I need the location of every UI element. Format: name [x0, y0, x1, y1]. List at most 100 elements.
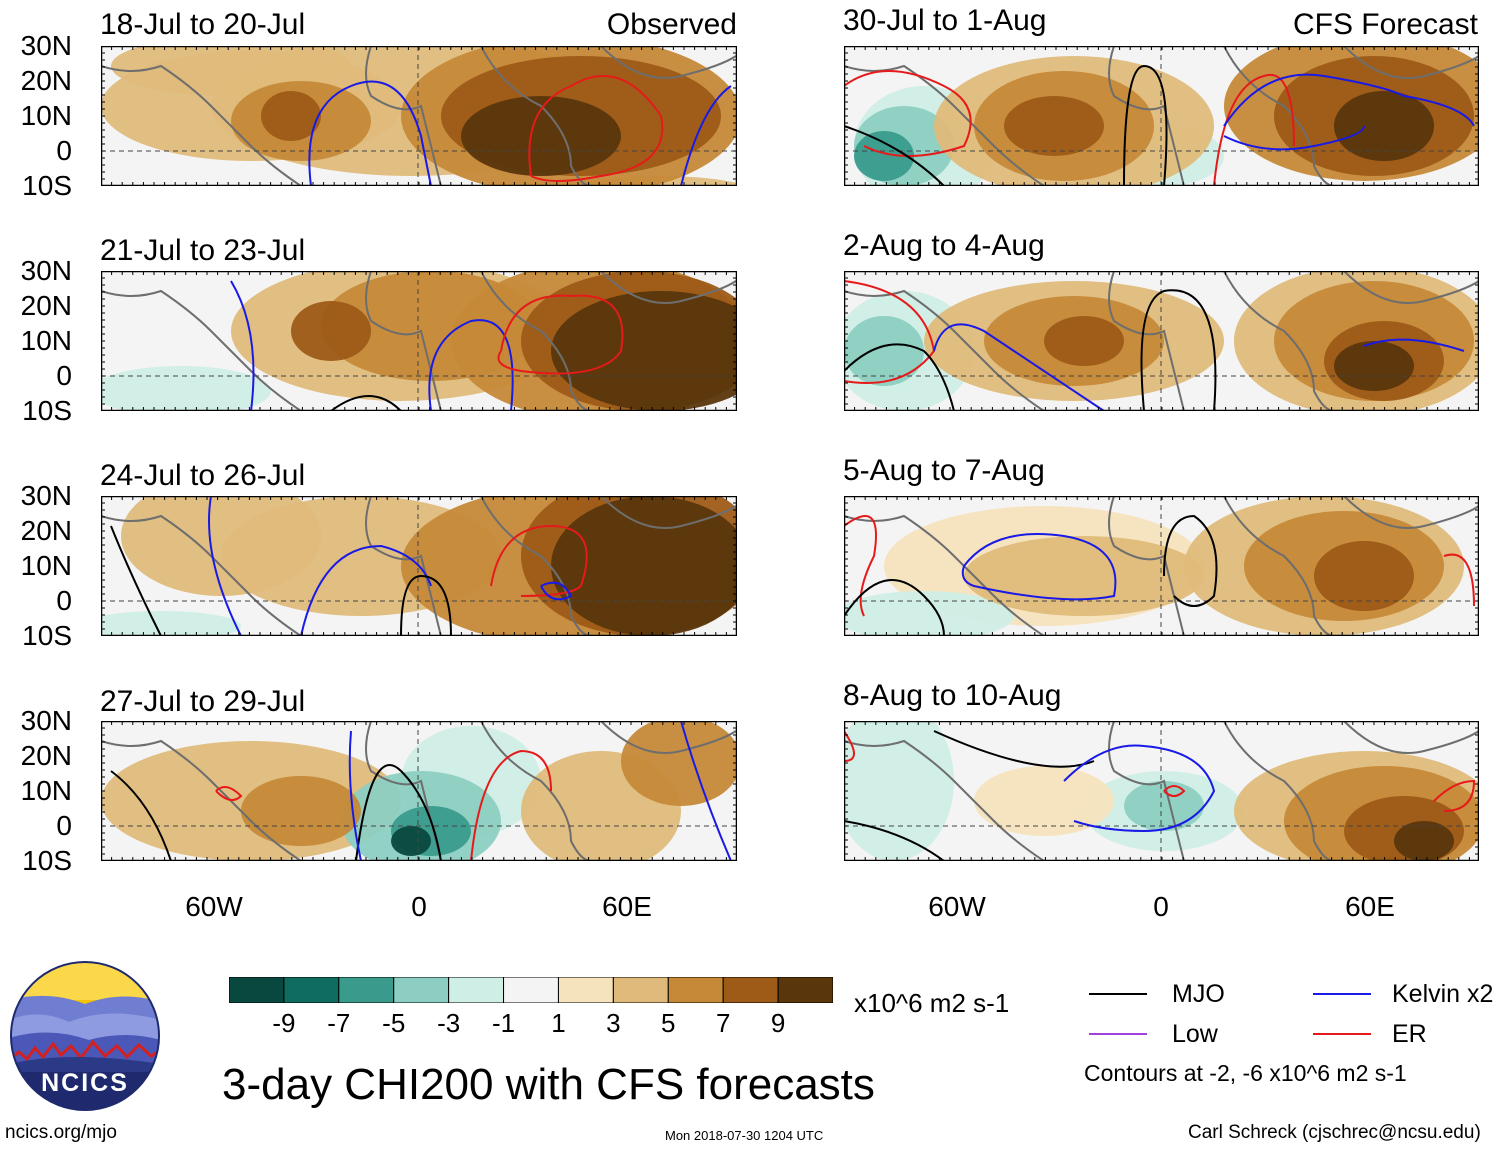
lon-label-0: 0: [411, 891, 427, 922]
coastline: [480, 496, 592, 636]
coastline: [365, 46, 442, 186]
coastline: [1343, 46, 1479, 79]
coastline: [600, 721, 737, 754]
lat-label-10s: 10S: [22, 620, 72, 651]
contour-mjo: [844, 820, 945, 861]
legend-label-low: Low: [1172, 1020, 1218, 1048]
lon-label-60e: 60E: [1345, 891, 1395, 922]
lat-label-0: 0: [56, 585, 72, 616]
coastline: [480, 721, 592, 861]
coastline: [1343, 496, 1479, 529]
colorbar-units: x10^6 m2 s-1: [854, 988, 1010, 1018]
coastline: [1108, 496, 1185, 636]
anomaly-shading: [1314, 541, 1414, 611]
lat-label-10s: 10S: [22, 395, 72, 426]
coastline: [1223, 721, 1335, 861]
lat-label-30n: 30N: [20, 705, 72, 736]
footer-author: Carl Schreck (cjschrec@ncsu.edu): [1188, 1122, 1481, 1143]
panel-title: 21-Jul to 23-Jul: [100, 234, 306, 267]
contour-er: [844, 515, 877, 617]
legend-label-mjo: MJO: [1172, 980, 1225, 1008]
anomaly-shading: [101, 366, 271, 411]
anomaly-shading: [1004, 96, 1104, 156]
map-panel-2aug: [844, 271, 1479, 411]
contour-kelvin: [1223, 73, 1475, 127]
coastline: [480, 271, 592, 411]
colorbar-bin: [229, 977, 285, 1003]
lat-label-30n: 30N: [20, 30, 72, 61]
contour-er: [1443, 553, 1475, 607]
lat-label-20n: 20N: [20, 65, 72, 96]
contour-mjo: [110, 770, 172, 861]
lat-label-30n: 30N: [20, 255, 72, 286]
colorbar-bin: [448, 977, 505, 1003]
coastline: [1343, 271, 1479, 304]
colorbar-tick-label: 7: [715, 1008, 731, 1038]
anomaly-shading: [101, 611, 241, 636]
lat-label-0: 0: [56, 135, 72, 166]
contour-er: [1213, 73, 1295, 186]
colorbar-bin: [612, 977, 669, 1003]
contour-kelvin: [680, 721, 732, 861]
panel-title: 24-Jul to 26-Jul: [100, 459, 306, 492]
footer-site-link[interactable]: ncics.org/mjo: [5, 1122, 117, 1143]
coastline: [365, 271, 442, 411]
lat-label-10s: 10S: [22, 170, 72, 201]
contour-kelvin: [1363, 338, 1465, 352]
lat-label-10n: 10N: [20, 775, 72, 806]
colorbar-bin: [393, 977, 450, 1003]
lat-label-0: 0: [56, 360, 72, 391]
coastline: [600, 46, 737, 79]
lat-label-20n: 20N: [20, 740, 72, 771]
contour-kelvin: [1063, 744, 1216, 833]
contour-mjo: [400, 574, 452, 636]
coastline: [844, 289, 1045, 411]
contour-mjo: [1163, 514, 1218, 607]
map-panel-18jul: [101, 46, 737, 186]
coastline: [101, 739, 302, 861]
contour-er: [470, 749, 552, 861]
colorbar-tick-label: 1: [551, 1008, 566, 1038]
legend-contour-note: Contours at -2, -6 x10^6 m2 s-1: [1084, 1060, 1407, 1086]
contour-kelvin: [300, 544, 432, 636]
colorbar-tick-label: 9: [770, 1008, 786, 1038]
contour-mjo: [355, 764, 442, 861]
coastline: [1223, 496, 1335, 636]
coastline: [365, 496, 442, 636]
colorbar-bin: [667, 977, 724, 1003]
lon-label-60w: 60W: [185, 891, 243, 922]
contour-kelvin: [308, 80, 432, 186]
anomaly-shading: [551, 291, 737, 411]
anomaly-shading: [241, 776, 361, 846]
contour-mjo: [330, 395, 402, 411]
anomaly-shading: [1334, 91, 1434, 161]
main-title: 3-day CHI200 with CFS forecasts: [222, 1060, 875, 1109]
contour-er: [215, 786, 243, 801]
colorbar-tick-label: -9: [272, 1008, 296, 1038]
lon-label-60w: 60W: [928, 891, 986, 922]
anomaly-shading: [621, 721, 737, 806]
coastline: [1223, 46, 1335, 186]
lon-label-60e: 60E: [602, 891, 652, 922]
contour-er: [528, 75, 664, 182]
map-panel-21jul: [101, 271, 737, 411]
anomaly-shading: [391, 826, 431, 856]
lat-label-10n: 10N: [20, 325, 72, 356]
panel-title: 18-Jul to 20-Jul: [100, 8, 306, 41]
legend-swatch-low: [1089, 1033, 1147, 1035]
contour-er: [1163, 785, 1186, 797]
panel-title: 27-Jul to 29-Jul: [100, 685, 306, 718]
contour-kelvin: [428, 319, 514, 411]
coastline: [844, 64, 1045, 186]
footer-timestamp: Mon 2018-07-30 1204 UTC: [665, 1128, 824, 1143]
anomaly-shading: [461, 96, 621, 176]
ncics-logo: NCICS: [10, 961, 160, 1111]
colorbar-tick-label: -5: [382, 1008, 406, 1038]
panel-title: 5-Aug to 7-Aug: [843, 454, 1045, 487]
colorbar-bin: [777, 977, 833, 1003]
panel-title: 2-Aug to 4-Aug: [843, 229, 1045, 262]
map-panel-30jul: [844, 46, 1479, 186]
lat-label-30n: 30N: [20, 480, 72, 511]
logo-text: NCICS: [41, 1069, 129, 1097]
anomaly-shading: [1334, 341, 1414, 391]
